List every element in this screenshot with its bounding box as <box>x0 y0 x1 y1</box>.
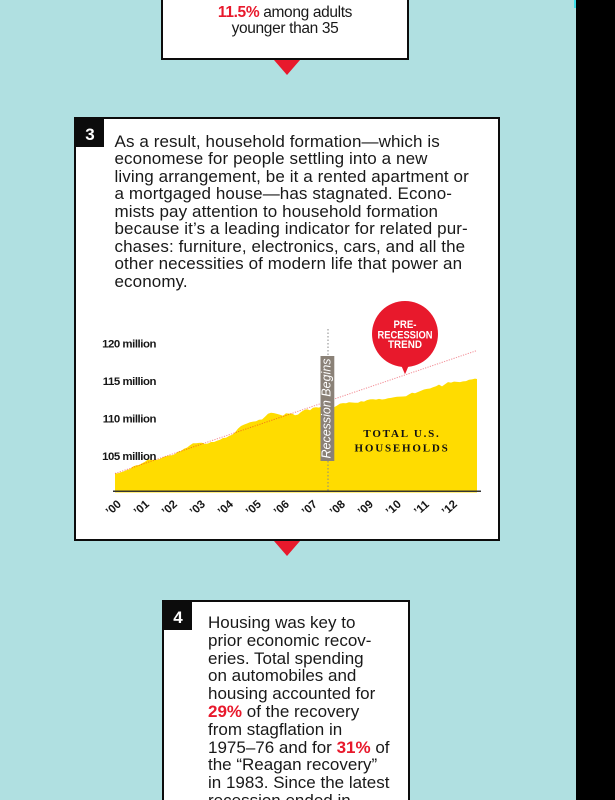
svg-text:110 million: 110 million <box>103 414 157 426</box>
svg-text:’03: ’03 <box>188 498 208 518</box>
svg-text:’01: ’01 <box>132 498 152 518</box>
svg-text:PRE-: PRE- <box>394 319 417 331</box>
svg-text:RECESSION: RECESSION <box>378 329 433 341</box>
svg-text:’09: ’09 <box>356 498 376 518</box>
svg-text:TREND: TREND <box>388 339 422 351</box>
svg-text:’11: ’11 <box>412 498 432 518</box>
svg-text:TOTAL U.S.: TOTAL U.S. <box>363 428 440 440</box>
svg-text:Recession Begins: Recession Begins <box>320 358 334 458</box>
svg-text:105 million: 105 million <box>102 451 156 463</box>
svg-text:’10: ’10 <box>384 498 404 518</box>
svg-text:’04: ’04 <box>216 498 236 518</box>
svg-text:’08: ’08 <box>328 498 348 518</box>
svg-text:120 million: 120 million <box>102 339 156 351</box>
svg-text:HOUSEHOLDS: HOUSEHOLDS <box>354 443 449 455</box>
svg-text:’05: ’05 <box>244 498 264 518</box>
svg-text:’07: ’07 <box>300 498 320 518</box>
svg-text:’00: ’00 <box>104 498 124 518</box>
svg-text:’06: ’06 <box>272 498 292 518</box>
svg-text:’02: ’02 <box>160 498 180 518</box>
svg-text:115 million: 115 million <box>103 376 157 388</box>
svg-text:’12: ’12 <box>440 498 460 518</box>
